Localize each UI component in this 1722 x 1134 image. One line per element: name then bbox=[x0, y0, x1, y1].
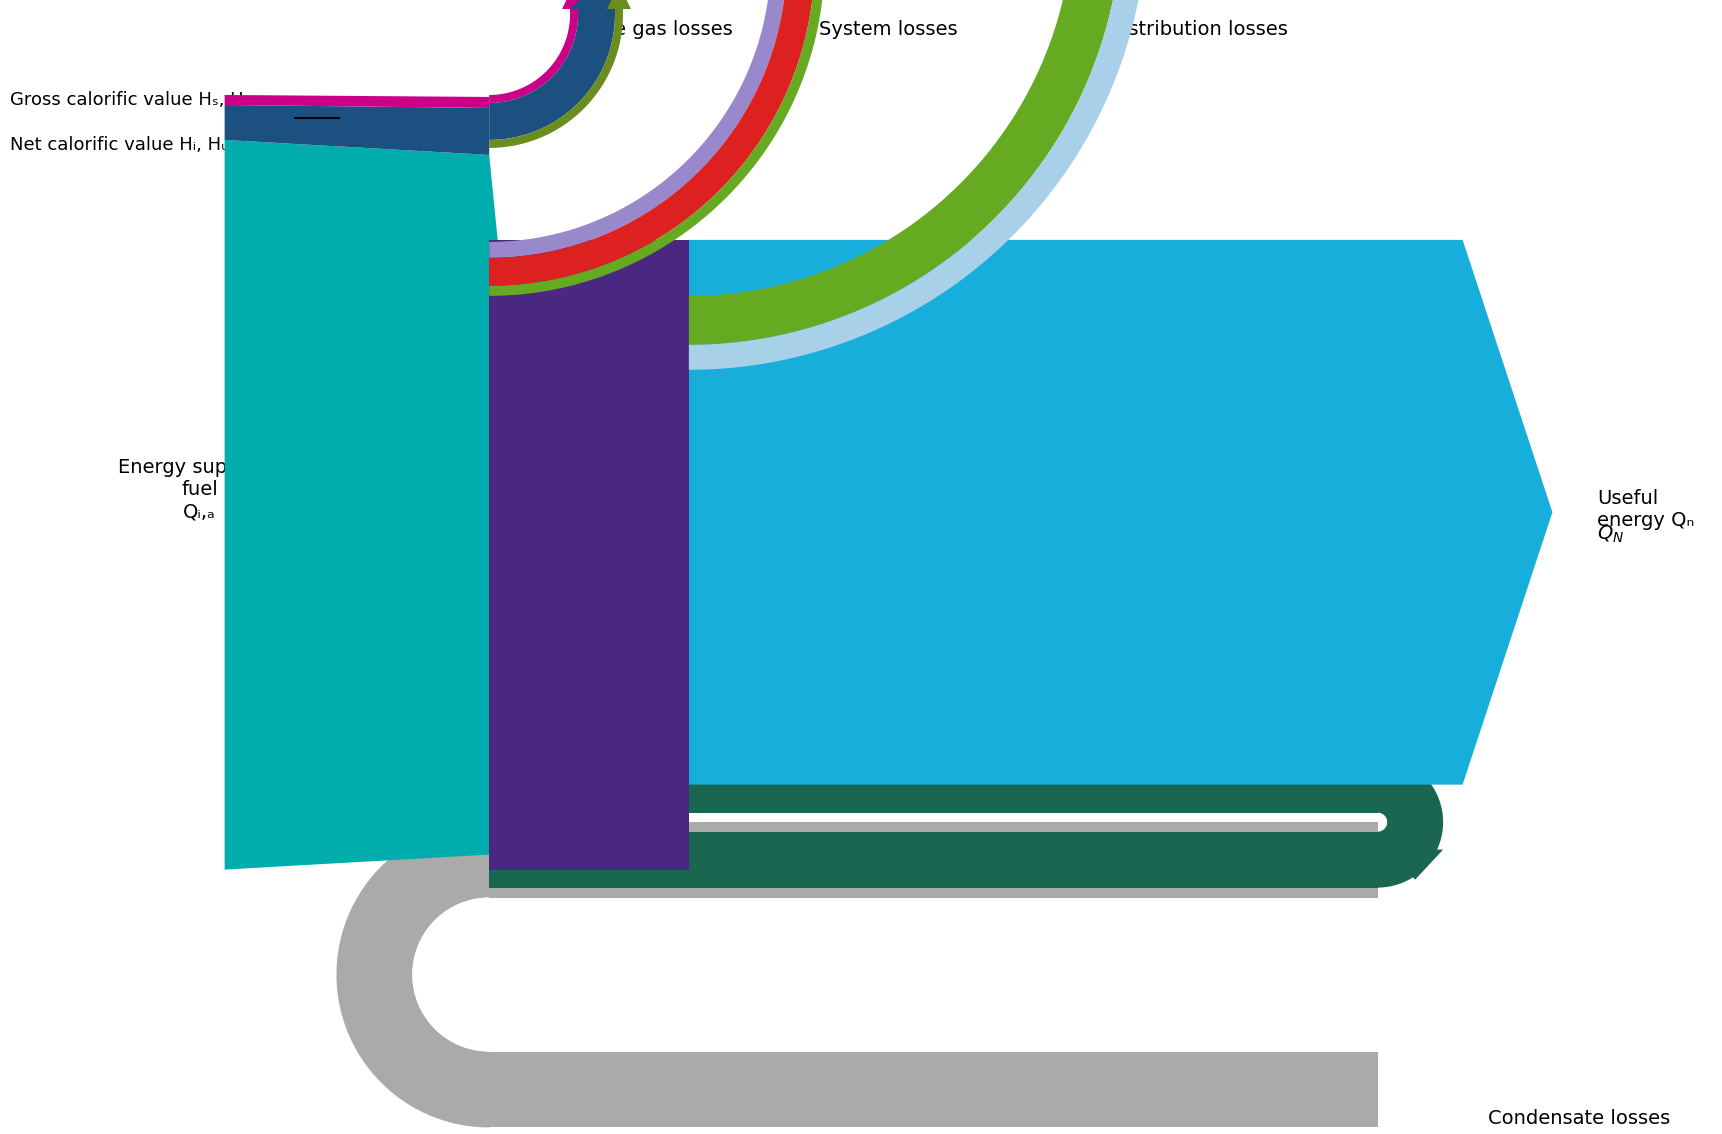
Polygon shape bbox=[1378, 756, 1443, 888]
Text: Distribution losses: Distribution losses bbox=[1107, 20, 1288, 39]
Polygon shape bbox=[689, 0, 1147, 370]
Polygon shape bbox=[489, 822, 1378, 898]
Polygon shape bbox=[570, 0, 623, 14]
Polygon shape bbox=[689, 240, 1553, 785]
Polygon shape bbox=[224, 95, 489, 108]
Polygon shape bbox=[224, 105, 489, 155]
Polygon shape bbox=[489, 14, 615, 139]
Text: System losses: System losses bbox=[820, 20, 957, 39]
Polygon shape bbox=[489, 0, 815, 286]
Polygon shape bbox=[489, 831, 1378, 888]
Polygon shape bbox=[561, 0, 585, 14]
Text: $Q_{i,a}$: $Q_{i,a}$ bbox=[245, 523, 281, 547]
Text: 100%: 100% bbox=[239, 109, 291, 127]
Text: Net calorific value Hᵢ, Hᵤ: Net calorific value Hᵢ, Hᵤ bbox=[10, 136, 229, 154]
Text: Combustion
efficiency: Combustion efficiency bbox=[276, 691, 384, 729]
Polygon shape bbox=[336, 822, 489, 1127]
Polygon shape bbox=[1388, 849, 1443, 880]
Text: $Q_N$: $Q_N$ bbox=[1598, 524, 1624, 545]
Polygon shape bbox=[489, 14, 579, 103]
Polygon shape bbox=[489, 0, 787, 257]
Polygon shape bbox=[489, 14, 623, 147]
Polygon shape bbox=[224, 139, 523, 870]
Text: Boiler house
utilisation rate: Boiler house utilisation rate bbox=[518, 540, 660, 581]
Text: Flue gas losses: Flue gas losses bbox=[585, 20, 734, 39]
Polygon shape bbox=[489, 0, 825, 296]
Polygon shape bbox=[489, 898, 1378, 1051]
Polygon shape bbox=[489, 240, 689, 870]
Text: Useful
energy Qₙ: Useful energy Qₙ bbox=[1598, 489, 1694, 531]
Text: Gross calorific value Hₛ, Hₒ: Gross calorific value Hₛ, Hₒ bbox=[10, 91, 251, 109]
Polygon shape bbox=[606, 0, 630, 14]
Polygon shape bbox=[412, 898, 489, 1051]
Polygon shape bbox=[689, 0, 1123, 345]
Polygon shape bbox=[689, 756, 1378, 813]
Text: Energy supplied,
fuel
Qᵢ,ₐ: Energy supplied, fuel Qᵢ,ₐ bbox=[119, 458, 281, 522]
Polygon shape bbox=[489, 1051, 1378, 1127]
Text: Condensate losses: Condensate losses bbox=[1488, 1109, 1670, 1128]
